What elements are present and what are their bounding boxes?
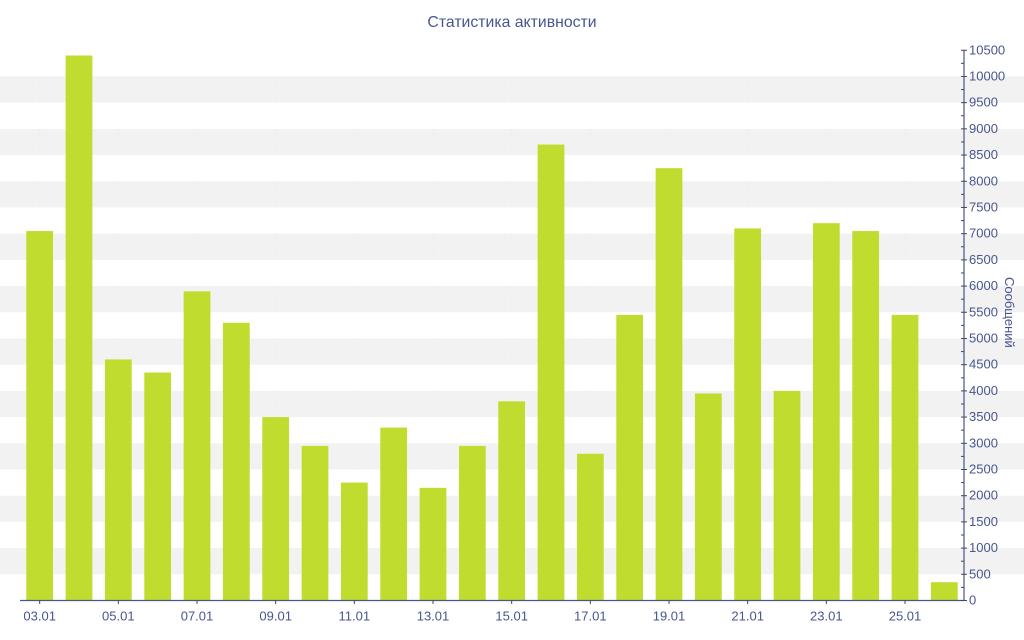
svg-text:3000: 3000 bbox=[969, 435, 998, 450]
svg-text:5000: 5000 bbox=[969, 330, 998, 345]
svg-text:19.01: 19.01 bbox=[653, 609, 686, 624]
svg-text:11.01: 11.01 bbox=[339, 609, 371, 624]
svg-text:6500: 6500 bbox=[969, 252, 998, 267]
svg-text:8500: 8500 bbox=[969, 147, 998, 162]
svg-text:500: 500 bbox=[969, 566, 991, 581]
svg-text:6000: 6000 bbox=[969, 278, 998, 293]
svg-text:15.01: 15.01 bbox=[495, 609, 528, 624]
svg-text:3500: 3500 bbox=[969, 409, 998, 424]
svg-text:7500: 7500 bbox=[969, 199, 998, 214]
svg-text:8000: 8000 bbox=[969, 173, 998, 188]
svg-text:03.01: 03.01 bbox=[23, 609, 56, 624]
svg-text:4000: 4000 bbox=[969, 383, 998, 398]
svg-text:13.01: 13.01 bbox=[417, 609, 450, 624]
svg-text:5500: 5500 bbox=[969, 304, 998, 319]
svg-text:25.01: 25.01 bbox=[889, 609, 922, 624]
svg-text:2000: 2000 bbox=[969, 488, 998, 503]
svg-text:0: 0 bbox=[969, 593, 976, 608]
svg-text:09.01: 09.01 bbox=[259, 609, 292, 624]
svg-text:05.01: 05.01 bbox=[102, 609, 135, 624]
svg-text:1500: 1500 bbox=[969, 514, 998, 529]
svg-text:07.01: 07.01 bbox=[181, 609, 214, 624]
svg-text:17.01: 17.01 bbox=[574, 609, 607, 624]
svg-text:9000: 9000 bbox=[969, 121, 998, 136]
svg-text:23.01: 23.01 bbox=[810, 609, 843, 624]
svg-text:10000: 10000 bbox=[969, 68, 1005, 83]
svg-text:1000: 1000 bbox=[969, 540, 998, 555]
svg-text:7000: 7000 bbox=[969, 226, 998, 241]
svg-text:9500: 9500 bbox=[969, 95, 998, 110]
svg-text:21.01: 21.01 bbox=[731, 609, 764, 624]
svg-text:2500: 2500 bbox=[969, 461, 998, 476]
svg-text:4500: 4500 bbox=[969, 357, 998, 372]
svg-text:10500: 10500 bbox=[969, 42, 1005, 57]
